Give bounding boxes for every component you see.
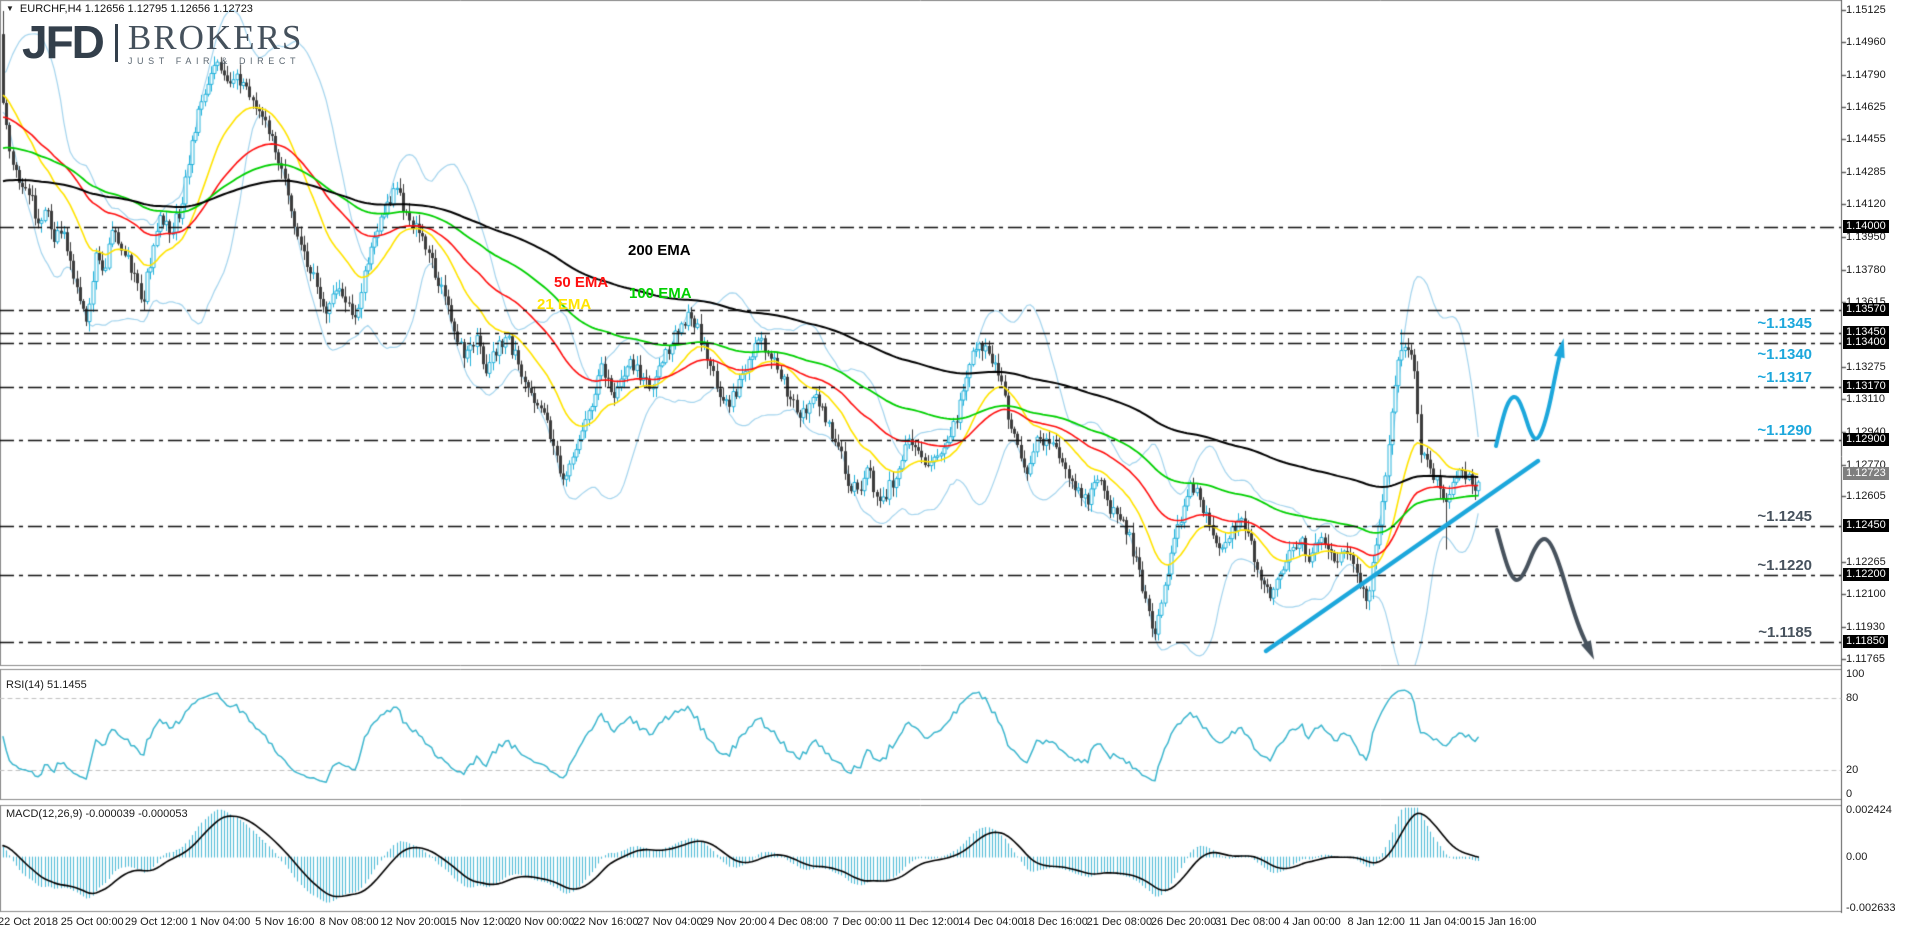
symbol-dropdown-icon[interactable]: ▼	[6, 4, 14, 13]
symbol-quote-title: EURCHF,H4 1.12656 1.12795 1.12656 1.1272…	[19, 3, 253, 15]
chart-title-bar[interactable]: ▼ EURCHF,H4 1.12656 1.12795 1.12656 1.127…	[6, 3, 253, 15]
